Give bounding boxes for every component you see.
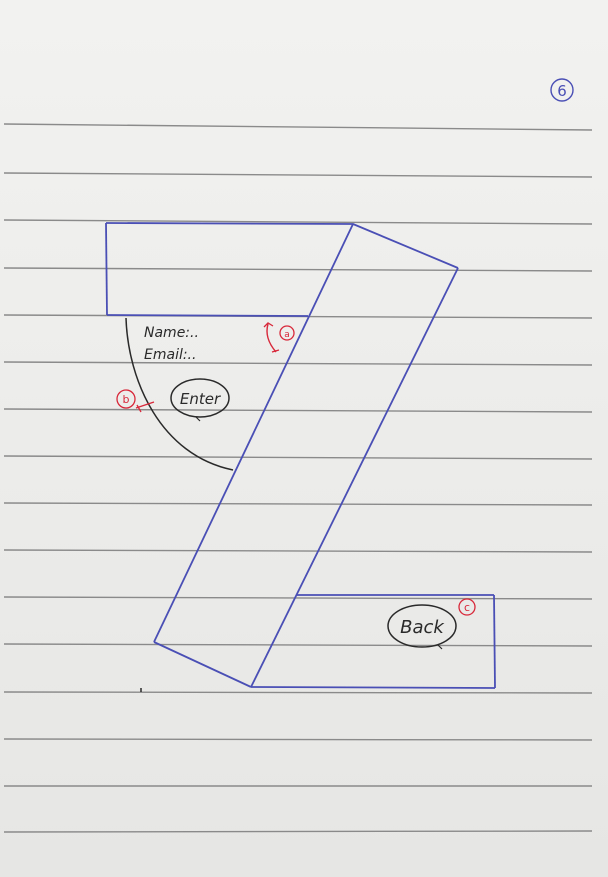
email-label: Email:.. (144, 347, 196, 363)
z-shape-outline (105, 222, 496, 689)
annotation-a: a (263, 322, 295, 353)
page-number: 6 (557, 82, 567, 100)
annotation-a-label: a (284, 330, 290, 340)
name-label: Name:.. (144, 325, 199, 341)
back-button[interactable]: Back (387, 604, 457, 650)
ruled-lines (3, 123, 593, 833)
back-button-label: Back (400, 617, 445, 638)
enter-button[interactable]: Enter (170, 378, 230, 422)
slide-arc (125, 317, 234, 471)
annotation-c-label: c (464, 601, 470, 614)
annotation-b: b (116, 389, 155, 413)
enter-button-label: Enter (180, 390, 221, 408)
page-number-badge: 6 (550, 78, 574, 102)
annotation-c: c (458, 598, 476, 616)
dropdown-form: Name:.. Email:.. Enter (125, 317, 234, 471)
annotation-b-label: b (123, 393, 130, 406)
